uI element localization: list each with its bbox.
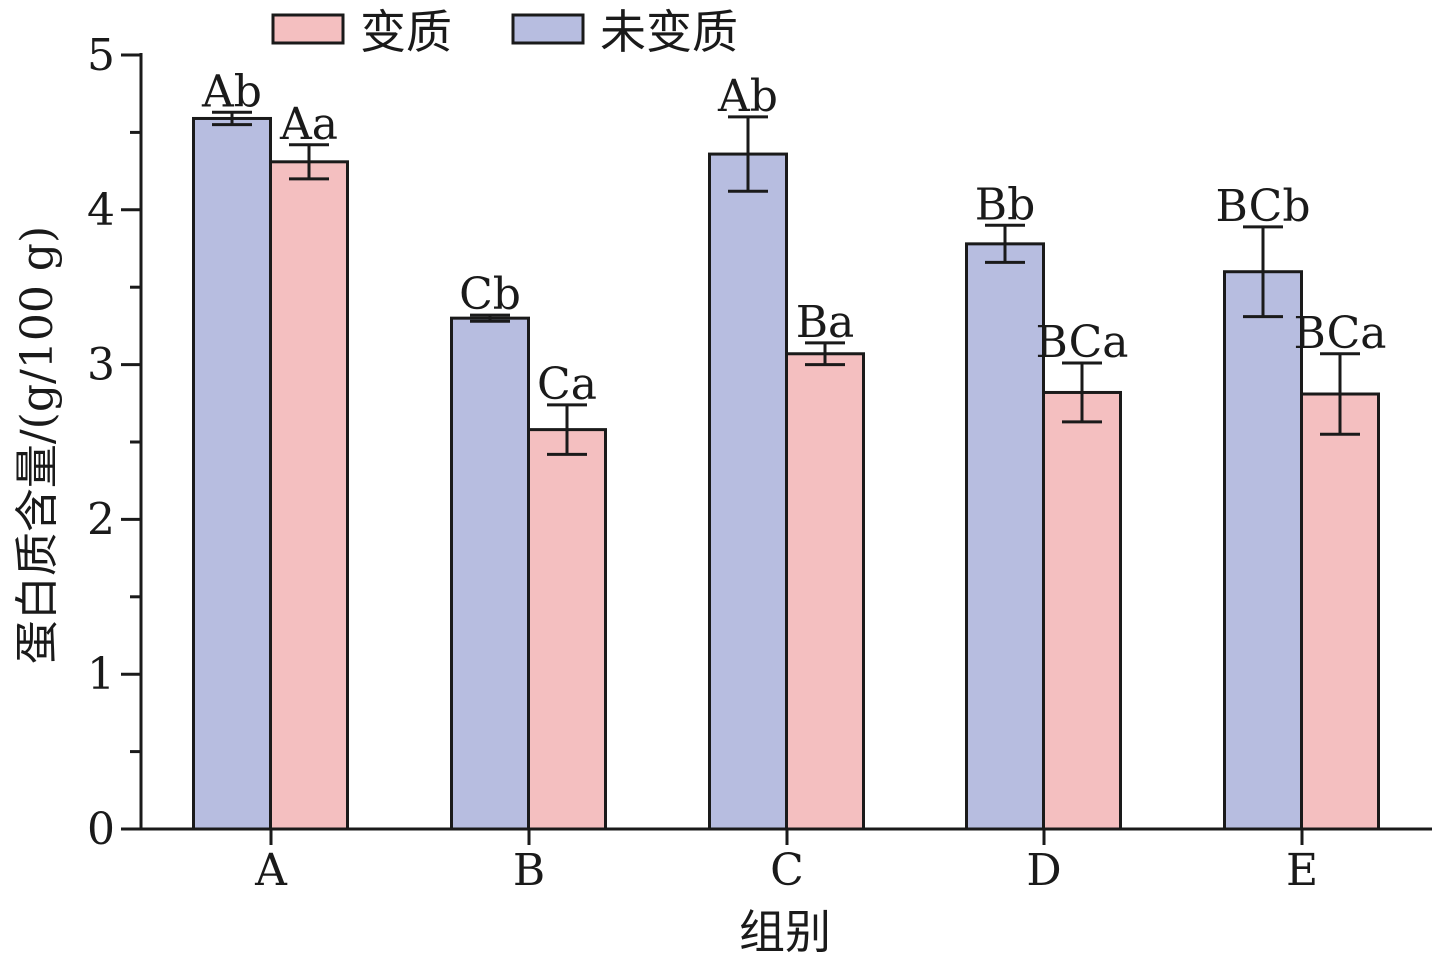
significance-labels-layer: Ab Cb Ab Bb BCb Aa Ca Ba BCa BCa [201, 66, 1387, 410]
x-axis-title: 组别 [739, 905, 831, 959]
x-tick-label: D [1026, 845, 1061, 896]
error-bar-变质-E [1320, 352, 1360, 436]
y-tick-label: 4 [87, 185, 115, 236]
error-bar-变质-C [805, 341, 845, 367]
legend: 变质 未变质 [271, 5, 738, 59]
legend-item-未变质: 未变质 [511, 5, 738, 59]
error-bar-未变质-E [1243, 225, 1283, 319]
bar-变质-B [527, 428, 607, 831]
significance-label-未变质-C: Ab [717, 71, 778, 122]
y-tick-label: 3 [87, 340, 115, 391]
y-axis-title: 蛋白质含量/(g/100 g) [12, 226, 63, 664]
significance-label-变质-E: BCa [1293, 308, 1386, 359]
bar-未变质-D [965, 242, 1045, 831]
legend-swatch [271, 13, 345, 45]
bar-未变质-E [1223, 270, 1303, 831]
bar-变质-A [269, 160, 349, 831]
significance-label-未变质-D: Bb [975, 179, 1036, 230]
error-bar-变质-B [547, 403, 587, 456]
bar-变质-E [1300, 392, 1380, 831]
significance-label-变质-B: Ca [537, 359, 597, 410]
y-tick-label: 0 [87, 804, 115, 855]
error-bar-未变质-D [985, 223, 1025, 264]
significance-label-变质-D: BCa [1035, 317, 1128, 368]
significance-label-变质-C: Ba [796, 297, 855, 348]
legend-label: 未变质 [600, 5, 738, 59]
x-tick-label: B [513, 845, 545, 896]
legend-label: 变质 [360, 5, 452, 59]
bar-未变质-B [450, 316, 530, 831]
x-tick-label: A [254, 845, 288, 896]
error-bar-未变质-A [212, 110, 252, 127]
significance-label-未变质-A: Ab [201, 66, 262, 117]
legend-swatch [511, 13, 585, 45]
x-tick-label: E [1286, 845, 1318, 896]
significance-label-变质-A: Aa [279, 99, 338, 150]
error-bar-变质-D [1062, 361, 1102, 424]
bar-变质-D [1042, 390, 1122, 831]
y-tick-label: 5 [87, 30, 115, 81]
bar-变质-C [785, 352, 865, 831]
error-bar-未变质-C [728, 115, 768, 193]
bar-未变质-A [192, 116, 272, 831]
axes-layer: 0 1 2 3 4 5 A B C D E [87, 30, 1432, 896]
x-tick-label: C [770, 845, 804, 896]
bars-layer [192, 116, 1380, 831]
significance-label-未变质-E: BCb [1216, 181, 1311, 232]
bar-未变质-C [708, 152, 788, 831]
y-tick-label: 2 [87, 494, 115, 545]
legend-item-变质: 变质 [271, 5, 452, 59]
y-tick-label: 1 [87, 649, 115, 700]
error-bars-layer [212, 110, 1360, 456]
error-bar-未变质-B [470, 313, 510, 323]
error-bar-变质-A [289, 143, 329, 181]
significance-label-未变质-B: Cb [459, 269, 521, 320]
